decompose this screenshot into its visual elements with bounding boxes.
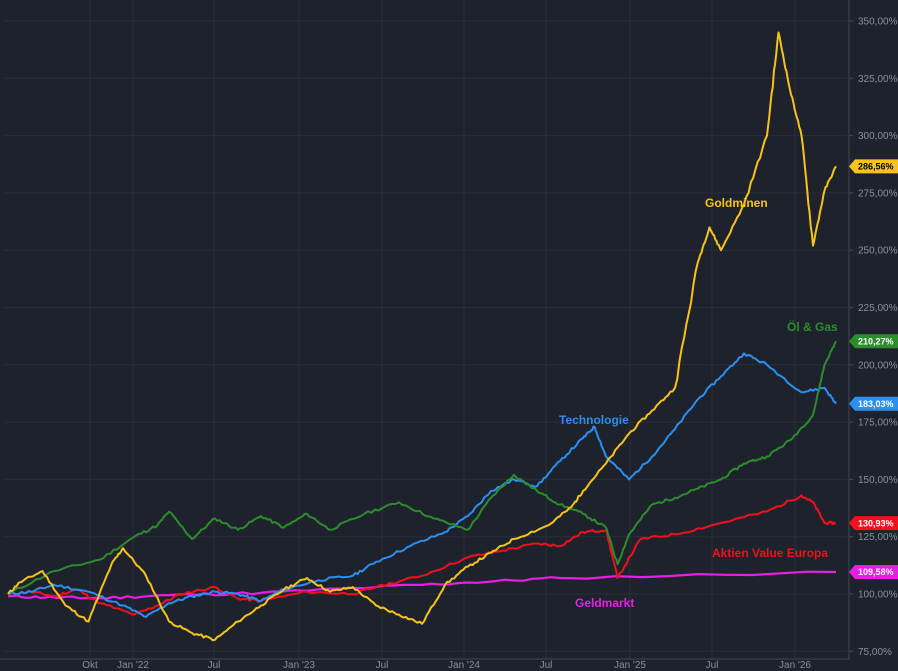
series-line: [7, 570, 837, 600]
x-tick-label: Okt: [82, 660, 98, 671]
badge-shape: [849, 159, 898, 174]
y-tick-label: 125,00%: [858, 532, 898, 543]
x-tick-label: Jul: [208, 660, 221, 671]
x-tick-label: Jan '24: [448, 660, 480, 671]
y-tick-label: 200,00%: [858, 360, 898, 371]
series-lines: [7, 31, 837, 642]
y-tick-label: 175,00%: [858, 418, 898, 429]
x-tick-label: Jul: [376, 660, 389, 671]
x-tick-label: Jan '22: [117, 660, 149, 671]
series-line: [7, 494, 837, 616]
x-tick-label: Jul: [706, 660, 719, 671]
last-value-badge: 183,03%: [849, 396, 898, 411]
x-tick-label: Jul: [540, 660, 553, 671]
y-tick-label: 275,00%: [858, 188, 898, 199]
badge-shape: [849, 334, 898, 349]
series-line: [7, 340, 837, 595]
y-tick-label: 150,00%: [858, 475, 898, 486]
badge-shape: [849, 396, 898, 411]
y-axis: 75,00% 100,00% 125,00% 150,00% 175,00% 200,00…: [848, 0, 898, 660]
series-name-label: Aktien Value Europa: [712, 546, 828, 560]
last-value-badge: 286,56%: [849, 159, 898, 174]
badge-shape: [849, 516, 898, 531]
last-value-badge: 130,93%: [849, 516, 898, 531]
last-value-badge: 109,58%: [849, 564, 898, 579]
series-line: [7, 31, 837, 642]
y-tick-label: 325,00%: [858, 74, 898, 85]
badge-shape: [849, 564, 898, 579]
x-tick-label: Jan '25: [614, 660, 646, 671]
badge-label: 109,58%: [858, 567, 894, 577]
series-labels: Geldmarkt Aktien Value Europa Technologie Ö…: [559, 196, 838, 610]
badge-label: 183,03%: [858, 399, 894, 409]
y-tick-label: 75,00%: [858, 647, 892, 658]
y-tick-label: 250,00%: [858, 246, 898, 257]
last-value-badges: 109,58% 130,93% 183,03% 210,27% 286,56%: [849, 159, 898, 579]
series-name-label: Öl & Gas: [787, 319, 838, 334]
horizontal-gridlines: [4, 20, 847, 652]
x-axis: Okt Jan '22 Jul Jan '23 Jul Jan '24 Jul Jan '25…: [0, 658, 849, 671]
badge-label: 210,27%: [858, 336, 894, 346]
y-tick-label: 300,00%: [858, 131, 898, 142]
x-tick-label: Jan '23: [283, 660, 315, 671]
y-tick-label: 100,00%: [858, 590, 898, 601]
last-value-badge: 210,27%: [849, 334, 898, 349]
badge-label: 130,93%: [858, 518, 894, 528]
series-name-label: Technologie: [559, 413, 629, 427]
series-name-label: Geldmarkt: [575, 596, 634, 610]
badge-label: 286,56%: [858, 162, 894, 172]
y-tick-label: 225,00%: [858, 303, 898, 314]
vertical-gridlines: [89, 0, 796, 659]
series-name-label: Goldminen: [705, 196, 768, 210]
y-tick-label: 350,00%: [858, 17, 898, 28]
x-tick-label: Jan '26: [779, 660, 811, 671]
